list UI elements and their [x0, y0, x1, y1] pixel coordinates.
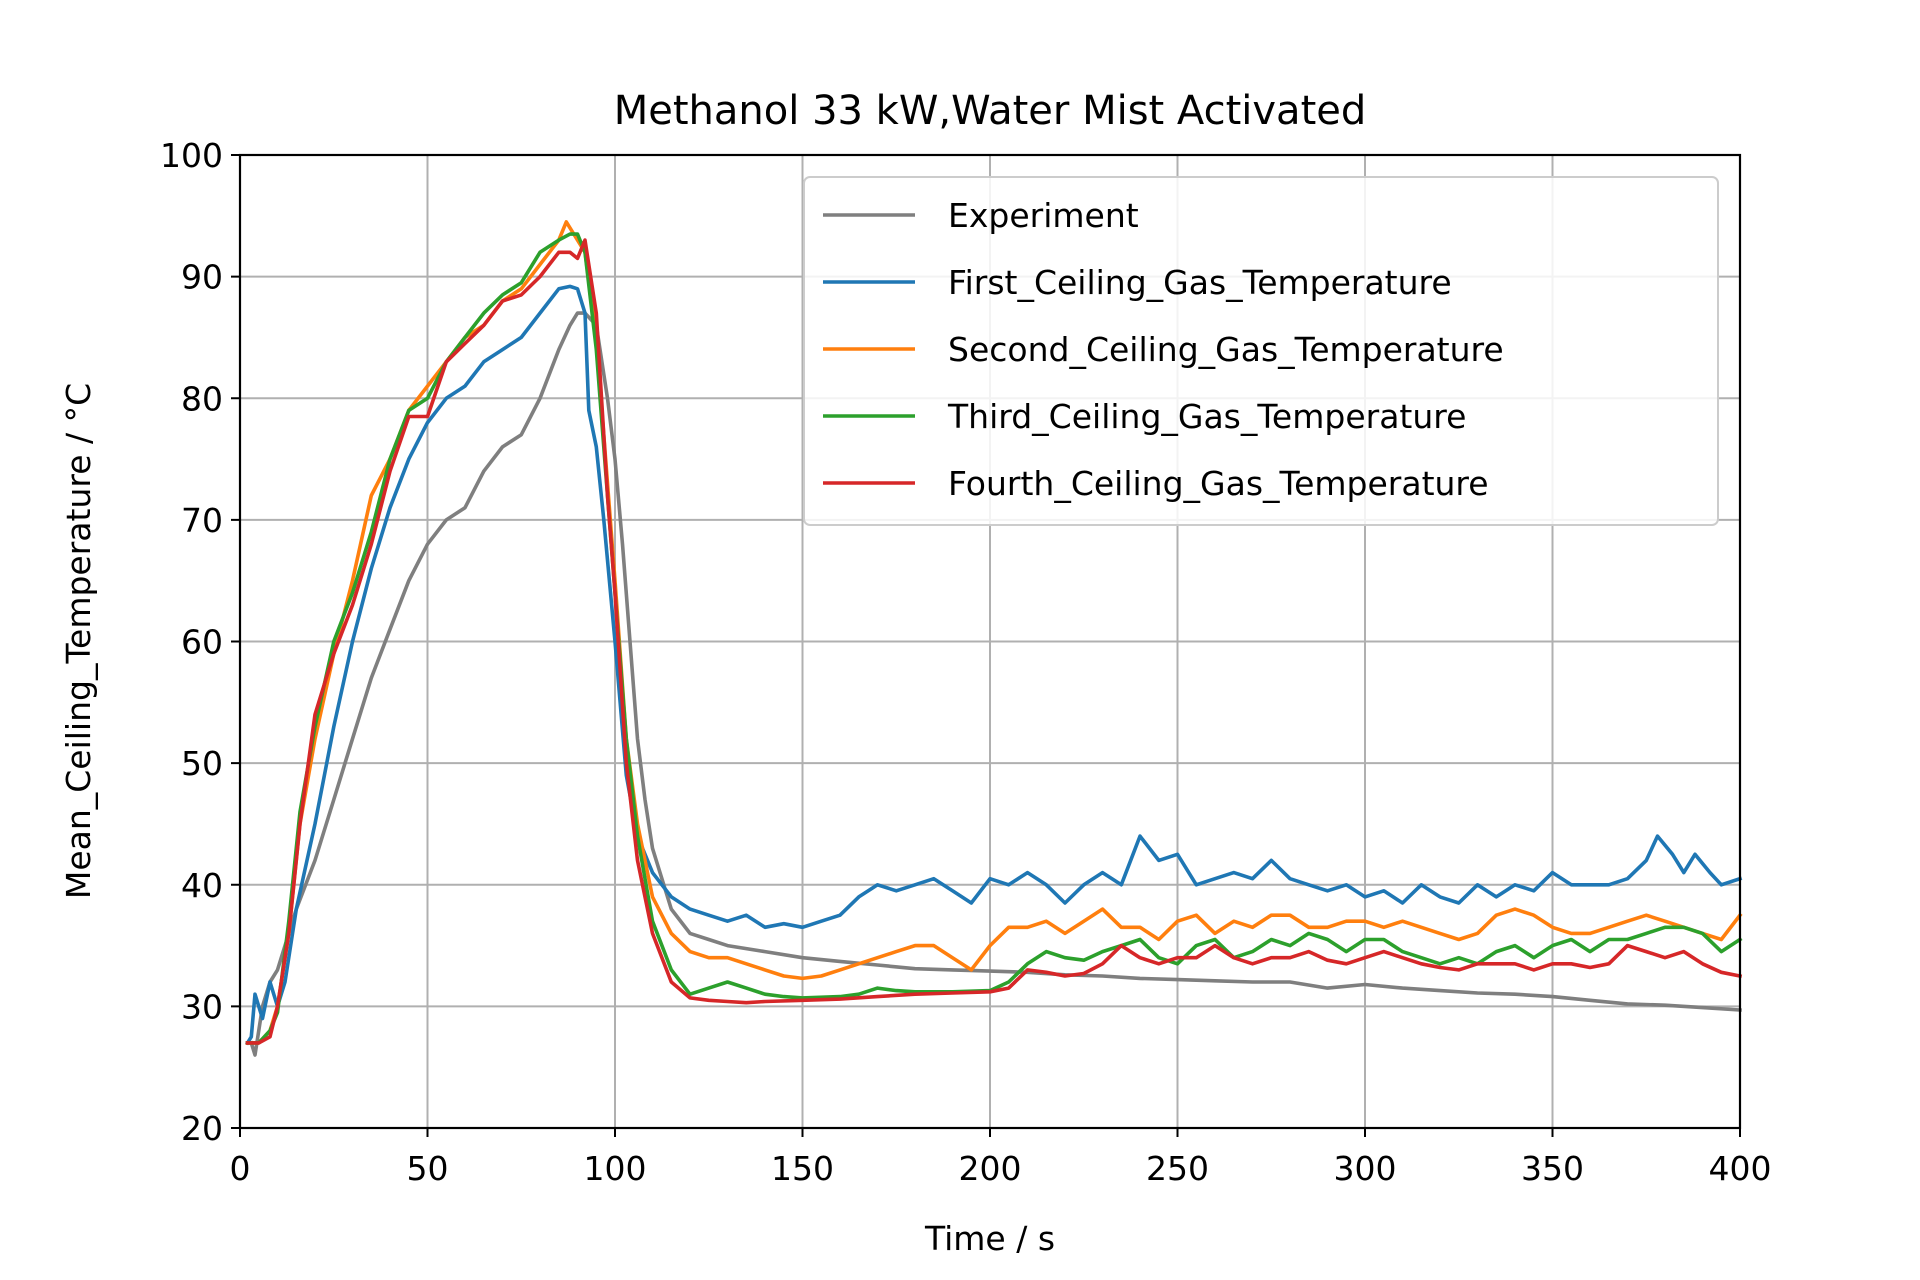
series-line-1	[245, 284, 1743, 1046]
x-tick-label: 400	[1709, 1149, 1772, 1188]
series-line-2	[245, 220, 1743, 1045]
y-tick-label: 60	[181, 623, 223, 662]
y-tick-label: 70	[181, 501, 223, 540]
x-tick-label: 250	[1146, 1149, 1209, 1188]
legend: Experiment First_Ceiling_Gas_Temperature S…	[803, 176, 1719, 526]
x-tick-label: 350	[1521, 1149, 1584, 1188]
legend-label-0: Experiment	[948, 196, 1139, 235]
legend-label-1: First_Ceiling_Gas_Temperature	[948, 263, 1452, 302]
y-tick-label: 80	[181, 379, 223, 418]
legend-label-3: Third_Ceiling_Gas_Temperature	[947, 397, 1466, 436]
axis-ticks: 0 50 100 150 200 250 300 350 400 20 30 40 50 60 70 80 90…	[160, 136, 1772, 1188]
series-line-4	[245, 238, 1743, 1045]
series-lines	[245, 220, 1743, 1057]
chart-title: Methanol 33 kW,Water Mist Activated	[614, 88, 1367, 134]
y-tick-label: 90	[181, 258, 223, 297]
y-tick-label: 20	[181, 1109, 223, 1148]
legend-label-2: Second_Ceiling_Gas_Temperature	[948, 330, 1504, 369]
y-tick-label: 40	[181, 866, 223, 905]
x-tick-label: 300	[1334, 1149, 1397, 1188]
y-tick-label: 100	[160, 136, 223, 175]
x-tick-label: 0	[230, 1149, 251, 1188]
legend-label-4: Fourth_Ceiling_Gas_Temperature	[948, 464, 1489, 503]
x-tick-label: 150	[771, 1149, 834, 1188]
y-axis-label: Mean_Ceiling_Temperature / °C	[59, 383, 98, 899]
y-tick-label: 50	[181, 744, 223, 783]
y-tick-label: 30	[181, 987, 223, 1026]
x-axis-label: Time / s	[924, 1219, 1055, 1258]
series-line-0	[249, 311, 1742, 1057]
x-tick-label: 50	[407, 1149, 449, 1188]
x-tick-label: 100	[584, 1149, 647, 1188]
x-tick-label: 200	[959, 1149, 1022, 1188]
legend-box	[803, 176, 1719, 526]
